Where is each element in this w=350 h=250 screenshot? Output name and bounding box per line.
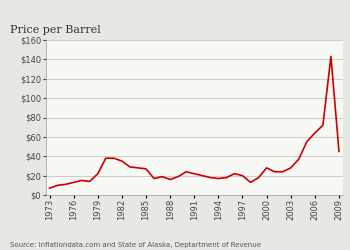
Text: Source: Inflationdata.com and State of Alaska, Deptartment of Revenue: Source: Inflationdata.com and State of A… (10, 242, 261, 248)
Text: Price per Barrel: Price per Barrel (10, 25, 101, 35)
